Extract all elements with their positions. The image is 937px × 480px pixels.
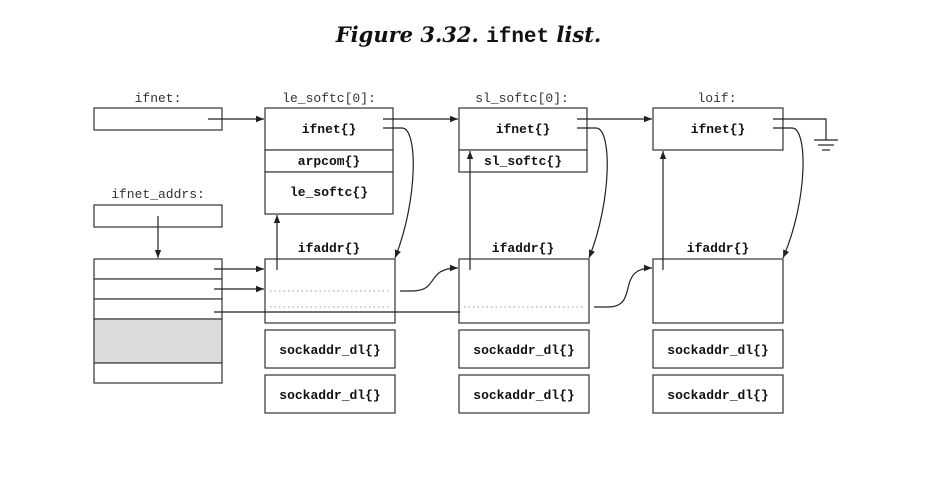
field-sdl-2b: sockaddr_dl{}: [473, 388, 574, 403]
arrow-ifnet-1-addrlist: [383, 127, 414, 259]
field-arpcom: arpcom{}: [298, 154, 360, 169]
figure-title: Figure 3.32. ifnet list.: [0, 22, 937, 49]
field-le-softc: le_softc{}: [290, 185, 368, 200]
label-ifnet: ifnet:: [135, 91, 182, 106]
field-sl-softc: sl_softc{}: [484, 154, 562, 169]
field-sdl-3b: sockaddr_dl{}: [667, 388, 768, 403]
title-prefix: Figure 3.32.: [335, 22, 487, 47]
arrow-ifnet-3-addrlist: [773, 127, 804, 259]
ifaddr-box-3: [652, 258, 784, 324]
title-suffix: list.: [549, 22, 602, 47]
le-softc-box: [264, 171, 394, 215]
sl-softc-box: [458, 149, 588, 173]
field-ifaddr-2: ifaddr{}: [492, 241, 554, 256]
arrow-ifaddr-1-to-2: [400, 264, 459, 292]
arrow-ifnet-2-addrlist: [577, 127, 608, 259]
field-ifnet-2: ifnet{}: [496, 122, 551, 137]
label-sl-softc: sl_softc[0]:: [475, 91, 569, 106]
sockaddr-dl-2b-box: [458, 374, 590, 414]
sockaddr-dl-3b-box: [652, 374, 784, 414]
label-loif: loif:: [697, 91, 736, 106]
ifaddr-box-2: [458, 258, 590, 324]
field-sdl-3a: sockaddr_dl{}: [667, 343, 768, 358]
field-sdl-1a: sockaddr_dl{}: [279, 343, 380, 358]
label-ifnet-addrs: ifnet_addrs:: [111, 187, 205, 202]
le-ifnet-box: [264, 107, 394, 151]
lo-ifnet-box: [652, 107, 784, 151]
field-ifnet-1: ifnet{}: [302, 122, 357, 137]
sl-ifnet-box: [458, 107, 588, 151]
sockaddr-dl-1a-box: [264, 329, 396, 369]
sockaddr-dl-1b-box: [264, 374, 396, 414]
arrow-ifaddr-2-to-3: [594, 264, 653, 308]
ifnet-addrs-array: [93, 258, 223, 384]
sockaddr-dl-3a-box: [652, 329, 784, 369]
ground-icon: [773, 118, 838, 151]
ifnet-head-box: [93, 107, 223, 131]
sockaddr-dl-2a-box: [458, 329, 590, 369]
field-ifnet-3: ifnet{}: [691, 122, 746, 137]
label-le-softc: le_softc[0]:: [282, 91, 376, 106]
field-sdl-2a: sockaddr_dl{}: [473, 343, 574, 358]
field-ifaddr-3: ifaddr{}: [687, 241, 749, 256]
field-ifaddr-1: ifaddr{}: [298, 241, 360, 256]
field-sdl-1b: sockaddr_dl{}: [279, 388, 380, 403]
title-code: ifnet: [486, 26, 550, 49]
